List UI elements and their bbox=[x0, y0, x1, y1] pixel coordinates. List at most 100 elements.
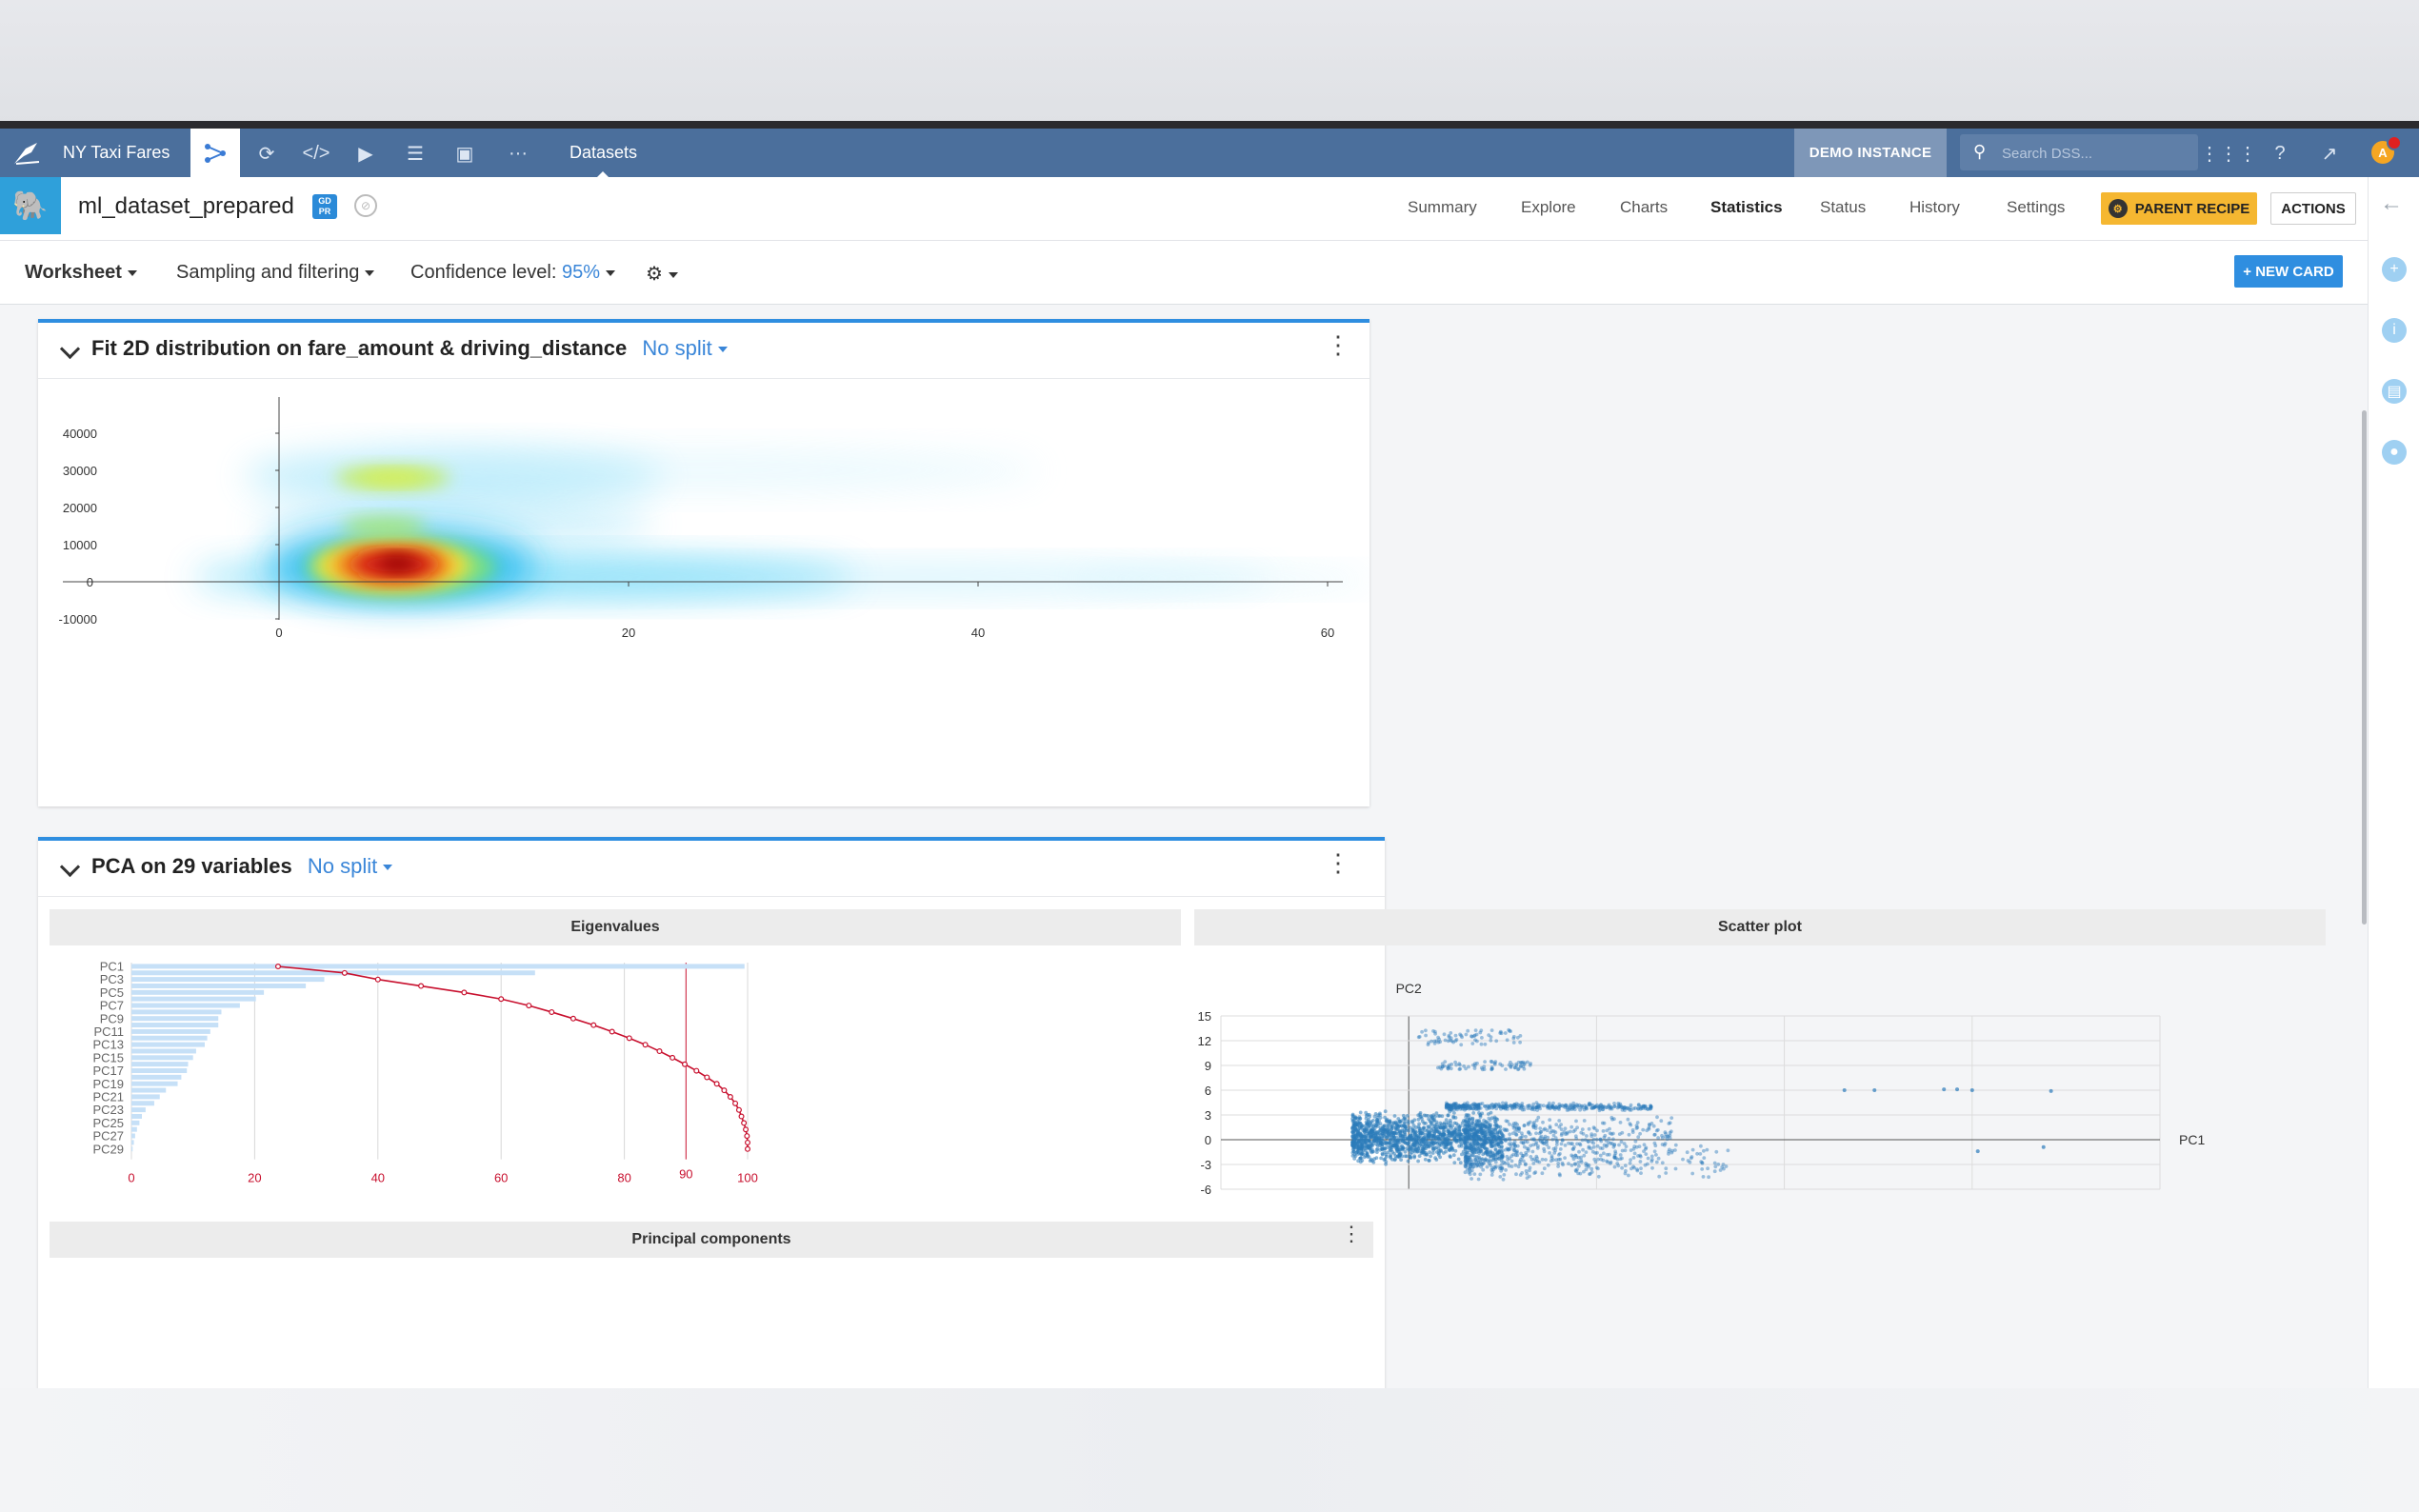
scatter-point bbox=[1382, 1158, 1387, 1162]
scatter-point bbox=[1498, 1136, 1503, 1140]
scatter-point bbox=[1580, 1138, 1585, 1143]
scatter-point bbox=[1473, 1129, 1478, 1134]
scatter-point bbox=[1567, 1107, 1571, 1112]
collapse-chevron-icon[interactable] bbox=[59, 338, 81, 360]
scatter-point bbox=[1596, 1157, 1600, 1162]
worksheet-dropdown[interactable]: Worksheet bbox=[25, 262, 137, 284]
scatter-point bbox=[1519, 1064, 1523, 1069]
scatter-point bbox=[1468, 1167, 1471, 1171]
scatter-point bbox=[1416, 1117, 1421, 1122]
scatter-point bbox=[1597, 1104, 1601, 1108]
add-icon[interactable]: + bbox=[2382, 257, 2407, 282]
dashboard-icon[interactable]: ▣ bbox=[455, 143, 474, 165]
confidence-dropdown[interactable]: Confidence level: 95% bbox=[410, 262, 616, 284]
scatter-point bbox=[1504, 1147, 1509, 1152]
scatter-point bbox=[1447, 1103, 1450, 1107]
parent-recipe-button[interactable]: ⚙ PARENT RECIPE bbox=[2101, 192, 2257, 225]
flow-icon[interactable] bbox=[190, 129, 240, 177]
scatter-point bbox=[1602, 1151, 1606, 1156]
scatter-point bbox=[1551, 1133, 1556, 1138]
scatter-point bbox=[1557, 1172, 1562, 1176]
split-dropdown[interactable]: No split bbox=[642, 336, 728, 360]
more-icon[interactable]: ··· bbox=[509, 142, 528, 164]
tab-status[interactable]: Status bbox=[1820, 198, 1867, 216]
scatter-point bbox=[1521, 1141, 1526, 1145]
gdpr-badge[interactable]: GD PR bbox=[312, 194, 337, 219]
tab-settings[interactable]: Settings bbox=[2007, 198, 2066, 216]
scatter-point bbox=[1537, 1160, 1542, 1164]
avatar[interactable]: A bbox=[2371, 141, 2394, 164]
scatter-point bbox=[1513, 1144, 1517, 1147]
scatter-point bbox=[1549, 1130, 1552, 1135]
components-menu-icon[interactable]: ⋮ bbox=[1341, 1222, 1362, 1245]
scatter-point bbox=[1533, 1126, 1538, 1130]
info-icon[interactable]: i bbox=[2382, 318, 2407, 343]
scatter-point bbox=[1520, 1134, 1525, 1138]
apps-grid-icon[interactable]: ⋮⋮⋮ bbox=[2200, 143, 2257, 165]
recipes-cycle-icon[interactable]: ⟳ bbox=[258, 143, 275, 165]
help-icon[interactable]: ? bbox=[2274, 142, 2286, 164]
dataiku-bird-logo-icon[interactable] bbox=[6, 138, 48, 169]
scatter-point bbox=[1509, 1142, 1513, 1146]
scatter-point bbox=[1513, 1164, 1518, 1167]
sampling-dropdown[interactable]: Sampling and filtering bbox=[176, 262, 375, 284]
scatter-point bbox=[1512, 1103, 1517, 1106]
tab-explore[interactable]: Explore bbox=[1521, 198, 1576, 216]
scatter-point bbox=[1663, 1130, 1668, 1135]
collapse-arrow-icon[interactable]: ← bbox=[2380, 190, 2403, 216]
scatter-point bbox=[1504, 1119, 1509, 1124]
deploy-icon[interactable]: ☰ bbox=[407, 143, 424, 165]
scatter-point bbox=[1462, 1102, 1467, 1106]
scatter-point bbox=[1480, 1036, 1484, 1040]
card-menu-icon[interactable]: ⋮ bbox=[1326, 330, 1350, 359]
scatter-point bbox=[1458, 1161, 1463, 1165]
scatter-point bbox=[1623, 1148, 1628, 1153]
tab-summary[interactable]: Summary bbox=[1408, 198, 1477, 216]
nav-section-datasets[interactable]: Datasets bbox=[570, 143, 638, 162]
discussion-icon[interactable]: ● bbox=[2382, 440, 2407, 465]
scatter-point bbox=[1489, 1141, 1494, 1145]
scatter-point bbox=[1620, 1104, 1625, 1109]
scatter-point bbox=[1536, 1115, 1541, 1120]
scatter-point bbox=[1510, 1063, 1514, 1067]
cumulative-point bbox=[732, 1100, 739, 1106]
search-box[interactable]: ⚲ bbox=[1960, 134, 2198, 170]
scatter-point bbox=[1476, 1104, 1481, 1108]
density-field bbox=[192, 448, 1369, 603]
scatter-point bbox=[1356, 1121, 1361, 1124]
scatter-point bbox=[1512, 1124, 1517, 1129]
worksheet-settings-dropdown[interactable]: ⚙ bbox=[646, 262, 678, 286]
scatter-point bbox=[1496, 1142, 1501, 1145]
scatter-point bbox=[1872, 1088, 1877, 1092]
compass-icon[interactable]: ⊘ bbox=[354, 194, 377, 217]
run-icon[interactable]: ▶ bbox=[358, 143, 373, 165]
scatter-point bbox=[1639, 1166, 1643, 1171]
project-name[interactable]: NY Taxi Fares bbox=[63, 143, 170, 162]
scatter-point bbox=[1631, 1106, 1636, 1111]
scatter-point bbox=[1473, 1132, 1477, 1137]
new-card-button[interactable]: + NEW CARD bbox=[2234, 255, 2343, 288]
lab-icon[interactable]: ▤ bbox=[2382, 379, 2407, 404]
split-dropdown[interactable]: No split bbox=[308, 854, 393, 878]
y-tick-label: 30000 bbox=[63, 464, 97, 478]
scatter-point bbox=[1463, 1127, 1468, 1132]
scatter-point bbox=[1465, 1106, 1469, 1110]
card-menu-icon[interactable]: ⋮ bbox=[1326, 848, 1350, 877]
scatter-point bbox=[1471, 1150, 1475, 1155]
scatter-point bbox=[1551, 1105, 1555, 1110]
scatter-point bbox=[1528, 1106, 1532, 1110]
collapse-chevron-icon[interactable] bbox=[59, 856, 81, 878]
actions-button[interactable]: ACTIONS bbox=[2270, 192, 2356, 225]
scatter-point bbox=[1388, 1141, 1392, 1144]
activity-trend-icon[interactable]: ↗ bbox=[2321, 143, 2338, 165]
tab-history[interactable]: History bbox=[1909, 198, 1960, 216]
search-input[interactable] bbox=[2000, 141, 2194, 166]
scrollbar[interactable] bbox=[2362, 410, 2367, 925]
scatter-point bbox=[1512, 1143, 1516, 1146]
tab-charts[interactable]: Charts bbox=[1620, 198, 1669, 216]
code-icon[interactable]: </> bbox=[302, 142, 330, 164]
scatter-point bbox=[1501, 1148, 1505, 1153]
tab-statistics[interactable]: Statistics bbox=[1710, 198, 1783, 216]
scatter-point bbox=[1578, 1171, 1583, 1176]
scatter-point bbox=[1702, 1156, 1707, 1160]
